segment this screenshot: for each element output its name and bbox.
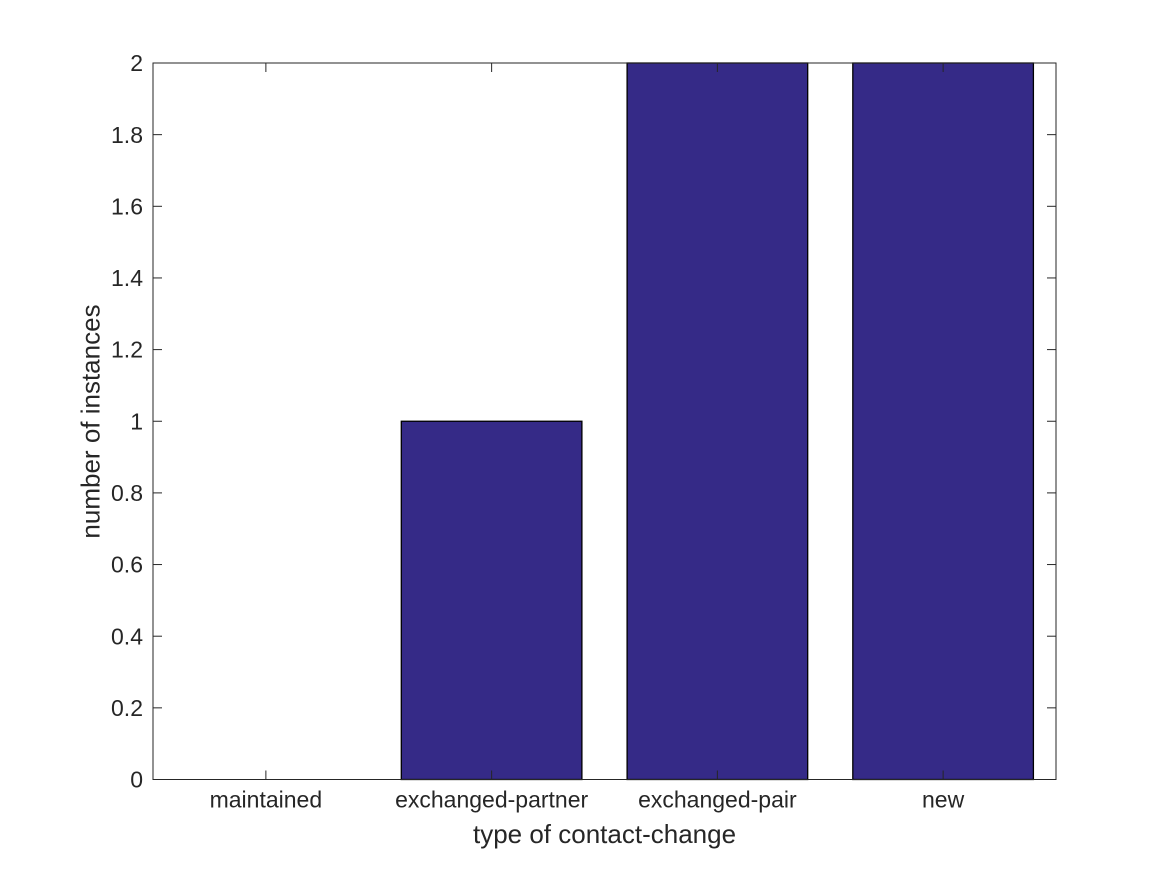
svg-text:2: 2 xyxy=(130,50,143,76)
svg-text:number of instances: number of instances xyxy=(76,304,106,538)
svg-text:1: 1 xyxy=(130,408,143,434)
svg-text:1.2: 1.2 xyxy=(111,337,143,363)
svg-text:1.6: 1.6 xyxy=(111,193,143,219)
svg-text:exchanged-pair: exchanged-pair xyxy=(638,787,797,813)
svg-text:1.4: 1.4 xyxy=(111,265,143,291)
svg-text:type of contact-change: type of contact-change xyxy=(473,819,736,849)
svg-text:0.6: 0.6 xyxy=(111,552,143,578)
svg-text:exchanged-partner: exchanged-partner xyxy=(395,787,588,813)
svg-text:0.4: 0.4 xyxy=(111,623,143,649)
svg-text:1.8: 1.8 xyxy=(111,122,143,148)
svg-text:0.2: 0.2 xyxy=(111,695,143,721)
svg-text:maintained: maintained xyxy=(210,787,323,813)
svg-text:0: 0 xyxy=(130,767,143,793)
svg-text:0.8: 0.8 xyxy=(111,480,143,506)
svg-text:new: new xyxy=(922,787,965,813)
